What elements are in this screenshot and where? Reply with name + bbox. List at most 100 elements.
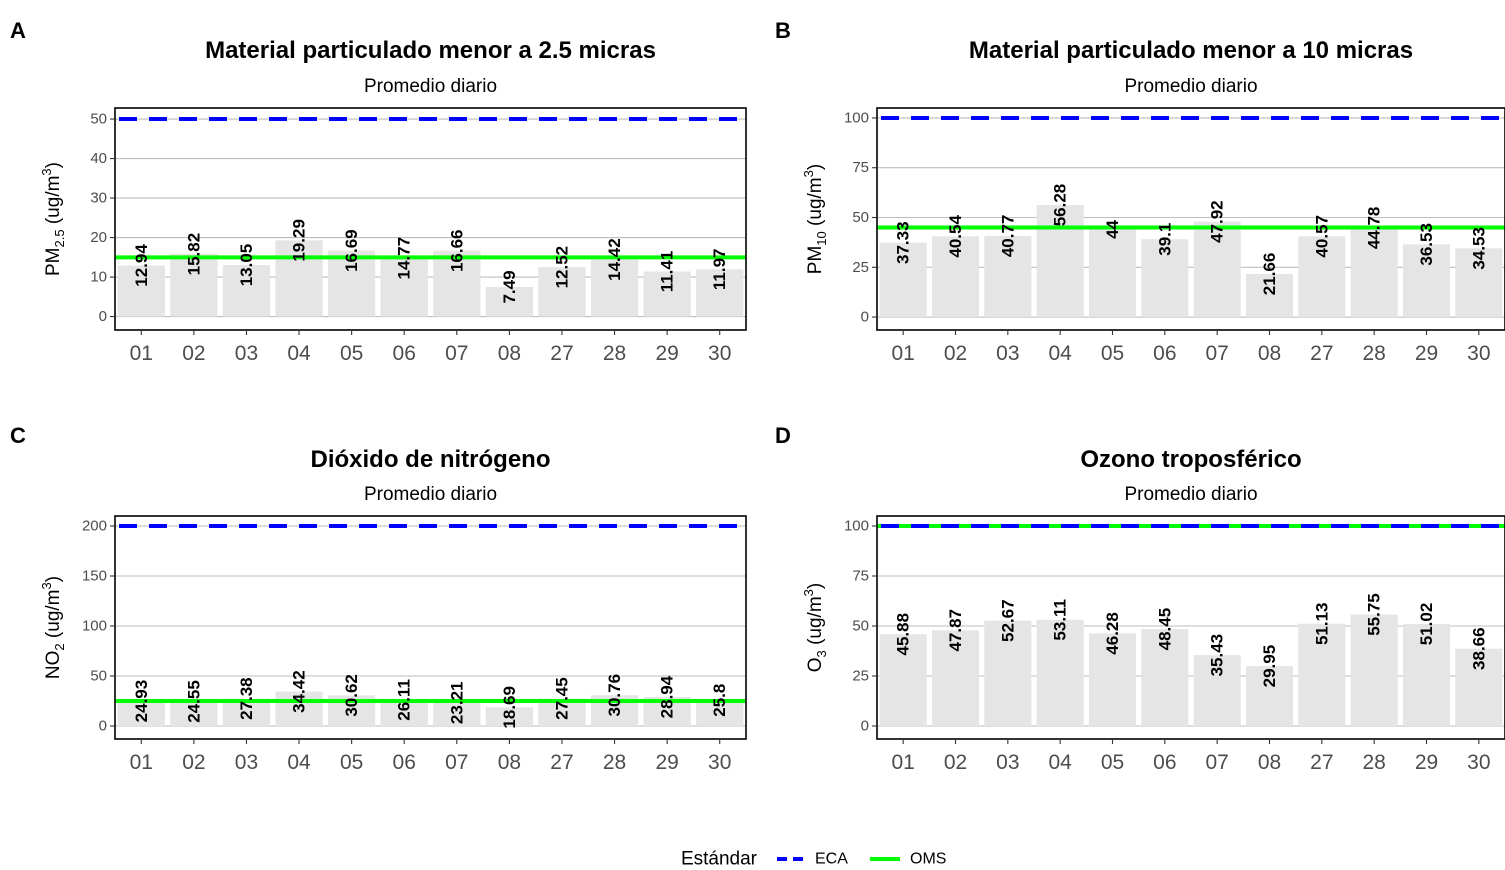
x-tick-label: 07 (445, 342, 468, 365)
y-axis-label: PM10 (ug/m3) (801, 164, 829, 274)
data-label-05: 44 (1103, 219, 1122, 238)
bar-29 (1402, 623, 1451, 726)
x-tick-label: 07 (1205, 751, 1228, 774)
y-tick-label: 0 (99, 308, 107, 325)
data-label-27: 40.57 (1312, 215, 1331, 258)
x-tick-label: 04 (1048, 342, 1072, 365)
data-label-08: 7.49 (500, 270, 519, 303)
y-tick-label: 30 (90, 190, 107, 207)
x-tick-label: 02 (944, 751, 967, 774)
bar-03 (984, 235, 1032, 318)
bar-06 (380, 258, 428, 317)
x-tick-label: 28 (603, 751, 626, 774)
data-label-04: 19.29 (290, 219, 309, 262)
y-axis-label-unit-post: ) (805, 164, 826, 170)
panel-title: Dióxido de nitrógeno (311, 446, 551, 473)
y-axis-label-unit-pre: (ug/m (805, 596, 826, 650)
data-label-02: 47.87 (946, 609, 965, 652)
x-tick-label: 30 (708, 342, 731, 365)
x-tick-label: 03 (235, 751, 258, 774)
data-label-30: 34.53 (1469, 227, 1488, 270)
x-tick-label: 06 (1153, 342, 1176, 365)
data-label-29: 11.41 (658, 251, 677, 293)
bar-02 (170, 254, 218, 317)
x-tick-label: 06 (393, 751, 416, 774)
y-axis-label-unit-pre: (ug/m (805, 177, 826, 231)
data-label-01: 24.93 (132, 680, 151, 723)
panels-layer: A Material particulado menor a 2.5 micras… (10, 18, 1505, 774)
bar-30 (1455, 648, 1503, 726)
bar-01 (117, 265, 165, 317)
bar-02 (170, 701, 218, 726)
bar-07 (1193, 221, 1241, 318)
bar-08 (1245, 273, 1294, 318)
x-tick-label: 29 (1415, 751, 1438, 774)
data-label-06: 48.45 (1155, 608, 1174, 651)
data-label-04: 34.42 (290, 670, 309, 713)
x-tick-label: 05 (1101, 751, 1124, 774)
x-tick-label: 05 (1101, 342, 1124, 365)
y-tick-label: 50 (852, 209, 869, 226)
x-tick-label: 29 (1415, 342, 1438, 365)
bar-03 (222, 265, 271, 317)
y-axis-label-unit-post: ) (43, 576, 64, 582)
panel-b: B Material particulado menor a 10 micras P… (775, 18, 1505, 365)
data-label-30: 11.97 (710, 248, 729, 290)
x-tick-label: 27 (1310, 751, 1333, 774)
y-axis-label-unit-post: ) (805, 583, 826, 589)
x-tick-label: 03 (235, 342, 258, 365)
panel-title: Material particulado menor a 2.5 micras (205, 37, 656, 64)
x-tick-label: 08 (498, 342, 521, 365)
x-tick-label: 01 (891, 342, 914, 365)
data-label-06: 39.1 (1155, 223, 1174, 256)
y-tick-label: 75 (852, 568, 869, 585)
data-label-03: 40.77 (998, 215, 1017, 258)
panel-d: D Ozono troposférico Promedio diario 45.88 4… (775, 423, 1505, 774)
data-label-08: 21.66 (1260, 253, 1279, 296)
x-tick-label: 27 (1310, 342, 1333, 365)
data-label-27: 27.45 (552, 677, 571, 720)
panel-border (114, 107, 747, 331)
x-tick-label: 28 (1362, 751, 1385, 774)
y-tick-label: 50 (90, 668, 107, 685)
panel-border (114, 515, 747, 740)
panel-border (876, 107, 1505, 331)
x-tick-label: 28 (603, 342, 626, 365)
data-label-01: 37.33 (894, 221, 913, 264)
data-label-28: 55.75 (1365, 593, 1384, 636)
bar-04 (275, 691, 323, 726)
panel-border (876, 515, 1505, 740)
bar-03 (222, 698, 271, 726)
bar-05 (1088, 229, 1137, 318)
x-tick-label: 07 (445, 751, 468, 774)
bar-30 (696, 269, 744, 317)
panel-a: A Material particulado menor a 2.5 micras… (10, 18, 747, 365)
bar-06 (380, 699, 428, 726)
y-tick-label: 0 (861, 718, 869, 735)
x-tick-label: 27 (550, 751, 573, 774)
data-label-28: 14.42 (605, 238, 624, 281)
bar-08 (485, 286, 534, 317)
bar-29 (643, 271, 691, 317)
panel-title: Ozono troposférico (1080, 446, 1301, 473)
x-tick-label: 07 (1205, 342, 1228, 365)
data-label-29: 28.94 (658, 675, 677, 718)
data-label-05: 16.69 (342, 229, 361, 272)
x-tick-label: 30 (708, 751, 731, 774)
data-label-06: 26.11 (395, 679, 414, 721)
x-tick-label: 03 (996, 342, 1019, 365)
y-tick-label: 100 (844, 109, 869, 126)
bar-01 (879, 242, 927, 318)
panel-subtitle: Promedio diario (364, 484, 497, 505)
y-tick-label: 25 (852, 259, 869, 276)
y-tick-label: 40 (90, 150, 107, 167)
bar-27 (538, 698, 586, 726)
data-label-05: 46.28 (1103, 612, 1122, 655)
y-axis-label-unit-pre: (ug/m (43, 589, 64, 643)
data-label-30: 38.66 (1469, 627, 1488, 670)
bar-01 (117, 701, 165, 726)
y-axis-label-unit-sup: 3 (801, 589, 816, 596)
data-label-01: 45.88 (894, 613, 913, 656)
bar-04 (1036, 619, 1084, 726)
x-tick-label: 05 (340, 751, 363, 774)
